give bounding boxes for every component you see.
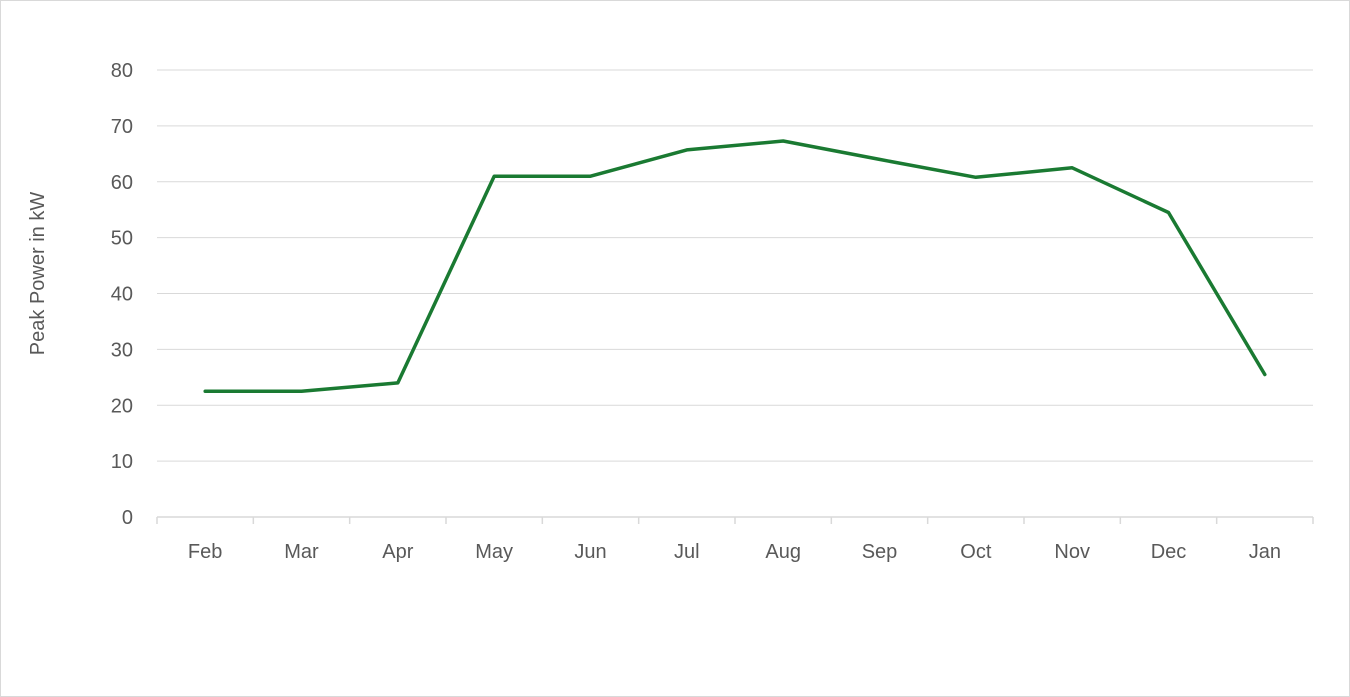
x-tick-labels: Feb Mar Apr May Jun Jul Aug Sep Oct Nov Dec Jan (188, 541, 1281, 563)
y-tick-label-60: 60 (111, 172, 133, 194)
y-tick-labels: 0 10 20 30 40 50 60 70 80 (111, 60, 133, 529)
x-tick-label-sep: Sep (862, 541, 898, 563)
y-tick-label-0: 0 (122, 507, 133, 529)
x-axis (156, 516, 1314, 524)
y-tick-label-80: 80 (111, 60, 133, 82)
y-tick-label-30: 30 (111, 339, 133, 361)
x-tick-label-mar: Mar (284, 541, 319, 563)
gridlines (157, 69, 1313, 462)
x-tick-label-aug: Aug (765, 541, 801, 563)
y-tick-label-50: 50 (111, 228, 133, 250)
y-tick-label-20: 20 (111, 395, 133, 417)
x-tick-label-dec: Dec (1151, 541, 1187, 563)
x-tick-label-may: May (475, 541, 513, 563)
x-tick-label-jun: Jun (574, 541, 606, 563)
y-tick-label-70: 70 (111, 116, 133, 138)
x-tick-label-jul: Jul (674, 541, 700, 563)
x-tick-label-feb: Feb (188, 541, 222, 563)
x-tick-label-apr: Apr (382, 541, 413, 563)
series-lines (203, 139, 1267, 394)
y-tick-label-10: 10 (111, 451, 133, 473)
y-axis-title: Peak Power in kW (27, 192, 49, 356)
x-tick-label-jan: Jan (1249, 541, 1281, 563)
x-tick-label-oct: Oct (960, 541, 992, 563)
series-line-0 (203, 139, 1267, 394)
x-tick-label-nov: Nov (1054, 541, 1090, 563)
y-tick-label-40: 40 (111, 284, 133, 306)
